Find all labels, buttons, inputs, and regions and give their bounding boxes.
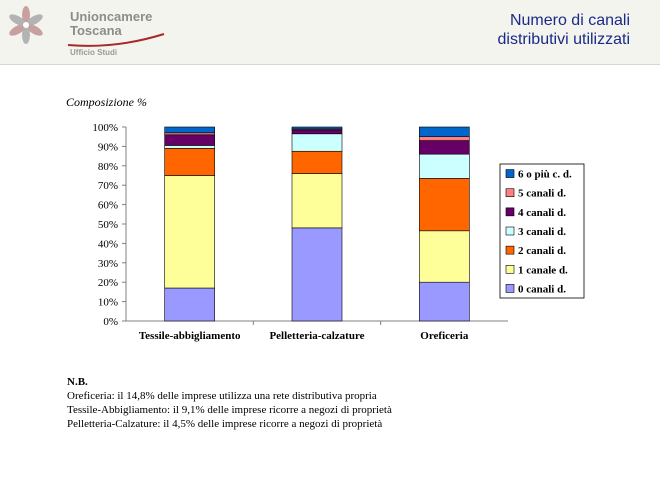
legend-swatch: [505, 188, 515, 198]
bar-segment: [291, 227, 343, 322]
organization-department: Ufficio Studi: [70, 48, 118, 57]
legend-swatch: [505, 207, 515, 217]
legend-label: 4 canali d.: [518, 207, 566, 219]
legend-label: 2 canali d.: [518, 245, 566, 257]
bar-segment: [291, 126, 343, 130]
legend-label: 6 o più c. d.: [518, 169, 572, 181]
y-tick-label: 30%: [98, 258, 118, 270]
bar-segment: [164, 145, 215, 149]
y-tick-label: 50%: [98, 219, 118, 231]
bar-segment: [419, 178, 470, 232]
bar-segment: [419, 126, 470, 137]
legend-swatch: [505, 169, 515, 178]
stacked-bar-chart: Composizione % 0% 10% 20% 30% 40% 50% 60% 70% 80…: [66, 95, 585, 342]
bar-segment: [419, 140, 470, 155]
footnote-line: Pelletteria-Calzature: il 4,5% delle imp…: [67, 418, 383, 430]
y-tick-label: 0%: [103, 316, 118, 328]
y-tick-label: 10%: [98, 297, 118, 309]
slide-header: Unioncamere Toscana Ufficio Studi Numero…: [0, 0, 660, 65]
y-tick-label: 70%: [98, 180, 118, 192]
y-tick-label: 90%: [98, 141, 118, 153]
bar-segment: [164, 175, 215, 289]
bar-segment: [419, 281, 470, 322]
legend-swatch: [505, 264, 515, 274]
x-category-label: Tessile-abbigliamento: [139, 330, 241, 342]
bar-segment: [291, 133, 343, 152]
unioncamere-logo-icon: [9, 6, 43, 44]
organization-name-line2: Toscana: [70, 23, 122, 38]
legend-swatch: [505, 245, 515, 255]
legend-label: 5 canali d.: [518, 188, 566, 200]
footnote-heading: N.B.: [67, 376, 88, 388]
organization-name-line1: Unioncamere: [70, 9, 153, 24]
bar-segment: [291, 173, 343, 229]
legend-label: 0 canali d.: [518, 283, 566, 295]
bar-segment: [419, 153, 470, 179]
y-tick-label: 100%: [92, 122, 118, 134]
slide-title: Numero di canali distributivi utilizzati: [498, 11, 630, 49]
swoosh-decoration-icon: [67, 33, 165, 47]
x-category-label: Oreficeria: [420, 330, 469, 342]
bar-segment: [164, 126, 215, 134]
y-tick-label: 40%: [98, 238, 118, 250]
bar-segment: [164, 148, 215, 176]
footnote-line: Oreficeria: il 14,8% delle imprese utili…: [67, 390, 377, 402]
legend-label: 1 canale d.: [518, 264, 568, 276]
chart-title: Composizione %: [66, 95, 147, 109]
slide-title-line1: Numero di canali: [509, 12, 630, 29]
bar-segment: [419, 136, 470, 141]
footnote-line: Tessile-Abbigliamento: il 9,1% delle imp…: [67, 404, 392, 416]
bar-segment: [164, 134, 215, 146]
y-tick-label: 60%: [98, 200, 118, 212]
bar-segment: [291, 129, 343, 135]
x-category-label: Pelletteria-calzature: [269, 330, 364, 342]
footnote: N.B. Oreficeria: il 14,8% delle imprese …: [67, 375, 392, 431]
organization-name: Unioncamere Toscana: [70, 10, 152, 38]
slide-title-line2: distributivi utilizzati: [497, 31, 630, 48]
chart-legend: 6 o più c. d. 5 canali d. 4 canali d. 3 can…: [499, 163, 585, 299]
legend-swatch: [505, 284, 515, 293]
bar-segment: [164, 287, 215, 322]
y-tick-label: 80%: [98, 161, 118, 173]
bar-segment: [419, 230, 470, 283]
y-tick-label: 20%: [98, 277, 118, 289]
legend-swatch: [505, 226, 515, 236]
plot-area: 0% 10% 20% 30% 40% 50% 60% 70% 80% 90% 100% Tessile…: [92, 122, 508, 342]
legend-label: 3 canali d.: [518, 226, 566, 238]
bar-segment: [291, 150, 343, 174]
